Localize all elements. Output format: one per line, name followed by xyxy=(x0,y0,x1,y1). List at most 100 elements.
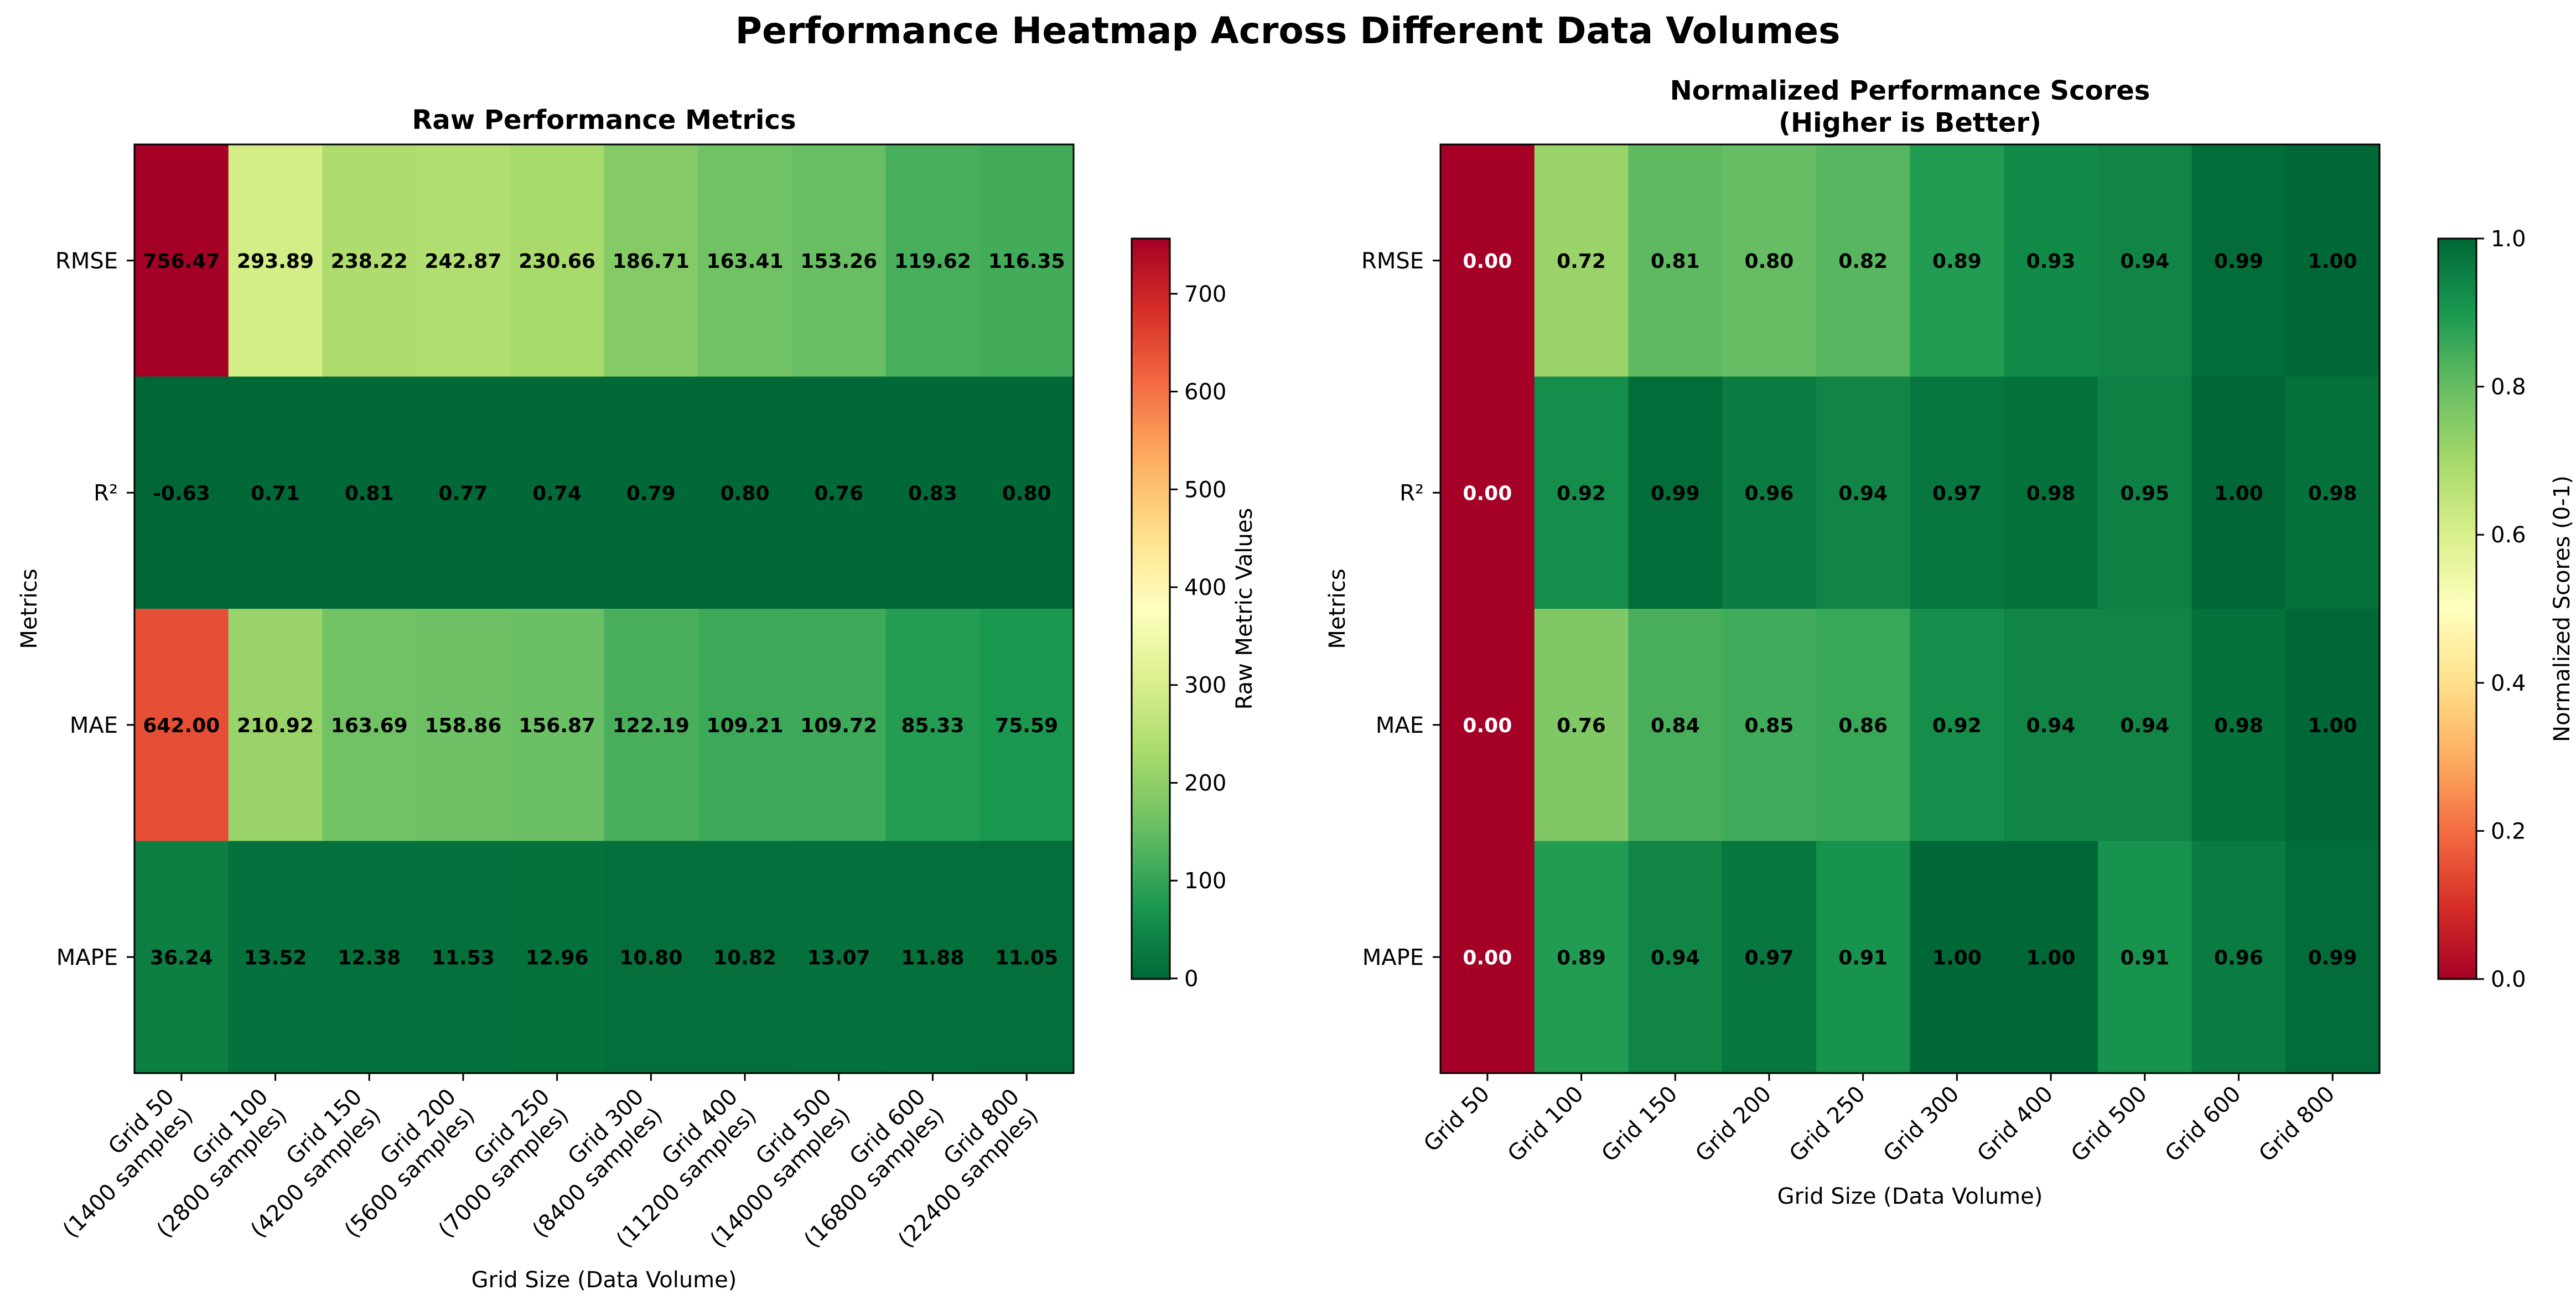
y-tick-label: MAE xyxy=(1376,713,1424,738)
heatmap-cell xyxy=(322,609,417,842)
heatmap-cell xyxy=(134,609,229,842)
normalized-scores-heatmap-panel: 0.00 0.72 0.81 0.80 0.82 0.89 0.93 0.94 0.99 1.00… xyxy=(1325,75,2575,1209)
heatmap-cell xyxy=(979,376,1074,609)
cell-value-label: 0.77 xyxy=(439,482,488,505)
cell-value-label: 0.72 xyxy=(1557,250,1606,273)
colorbar-tick-label: 400 xyxy=(1184,575,1226,600)
cell-value-label: 0.94 xyxy=(2120,714,2169,737)
cell-value-label: 109.21 xyxy=(707,714,784,737)
heatmap-cell xyxy=(979,841,1074,1074)
cell-value-label: 156.87 xyxy=(519,714,595,737)
heatmap-cell xyxy=(791,376,887,609)
colorbar-label: Raw Metric Values xyxy=(1232,508,1257,710)
colorbar-tick-label: 200 xyxy=(1184,770,1226,796)
cell-value-label: 13.52 xyxy=(244,946,307,969)
cell-value-label: 11.05 xyxy=(995,946,1058,969)
colorbar-gradient xyxy=(2438,239,2476,979)
heatmap-cell xyxy=(1534,144,1629,377)
heatmap-cell xyxy=(1440,144,1535,377)
heatmap-cell xyxy=(322,841,417,1074)
cell-value-label: 0.81 xyxy=(1651,250,1700,273)
heatmap-cell xyxy=(885,376,980,609)
colorbar-tick-label: 300 xyxy=(1184,673,1226,698)
heatmap-cell xyxy=(1534,841,1629,1074)
cell-value-label: 642.00 xyxy=(143,714,220,737)
heatmap-cell xyxy=(791,609,887,842)
heatmap-cell xyxy=(698,841,792,1074)
cell-value-label: 1.00 xyxy=(2214,482,2263,505)
x-tick-labels: Grid 50 Grid 100 Grid 150 Grid 200 Grid 250 G… xyxy=(1419,1073,2340,1167)
cell-value-label: 1.00 xyxy=(2026,946,2076,969)
cell-value-label: 0.95 xyxy=(2120,482,2169,505)
colorbar-tick-label: 1.0 xyxy=(2491,226,2526,252)
cell-value-label: 109.72 xyxy=(800,714,877,737)
heatmap-cell xyxy=(228,144,323,377)
cell-value-label: 0.81 xyxy=(345,482,394,505)
heatmap-cell xyxy=(2285,144,2380,377)
y-tick-labels: RMSE R² MAE MAPE xyxy=(1361,248,1440,970)
heatmap-cell xyxy=(2097,144,2193,377)
colorbar-gradient xyxy=(1132,239,1170,979)
cell-value-label: 13.07 xyxy=(807,946,870,969)
heatmap-cell xyxy=(134,376,229,609)
cell-value-label: 0.97 xyxy=(1932,482,1982,505)
colorbar: 0 100 200 300 400 500 600 700 Raw Metric Values xyxy=(1131,237,1257,992)
cell-value-label: 0.97 xyxy=(1745,946,1794,969)
heatmap-cell xyxy=(2004,841,2098,1074)
y-axis-label: Metrics xyxy=(1325,568,1350,649)
x-tick-label: Grid 100 xyxy=(1503,1081,1589,1167)
cell-value-label: 1.00 xyxy=(2308,714,2357,737)
heatmap-cell xyxy=(1910,376,2004,609)
colorbar-tick-label: 0.0 xyxy=(2491,967,2526,992)
y-tick-label: MAPE xyxy=(56,945,118,970)
heatmap-cell xyxy=(604,144,698,377)
colorbar-tick-label: 0 xyxy=(1184,966,1198,992)
x-tick-label: Grid 800 xyxy=(2254,1081,2340,1167)
colorbar-tick-label: 0.6 xyxy=(2491,522,2526,548)
heatmap-cell xyxy=(2191,376,2286,609)
colorbar: 0.0 0.2 0.4 0.6 0.8 1.0 Normalized Scores (0-1… xyxy=(2437,226,2575,992)
cell-value-labels: 756.47 293.89 238.22 242.87 230.66 186.71 163.… xyxy=(143,250,1065,970)
heatmap-cell xyxy=(510,841,605,1074)
cell-value-label: 0.94 xyxy=(2120,250,2169,273)
heatmap-cell xyxy=(885,144,980,377)
heatmap-cell xyxy=(2097,841,2193,1074)
cell-value-label: 0.76 xyxy=(1557,714,1606,737)
cell-value-label: 0.98 xyxy=(2214,714,2263,737)
cell-value-label: 163.41 xyxy=(707,250,784,273)
heatmap-cell xyxy=(1816,376,1911,609)
y-tick-label: MAE xyxy=(70,713,118,738)
y-tick-label: MAPE xyxy=(1362,945,1424,970)
heatmap-cell xyxy=(228,841,323,1074)
heatmap-cell xyxy=(2191,609,2286,842)
y-tick-labels: RMSE R² MAE MAPE xyxy=(55,248,134,970)
cell-value-label: 1.00 xyxy=(1932,946,1982,969)
heatmap-cell xyxy=(1440,841,1535,1074)
axes-title: Raw Performance Metrics xyxy=(412,105,796,136)
cell-value-label: 0.94 xyxy=(1838,482,1888,505)
heatmap-cell xyxy=(1440,609,1535,842)
heatmap-cell xyxy=(416,144,511,377)
heatmap-cell xyxy=(1628,376,1723,609)
heatmap-cell xyxy=(228,609,323,842)
cell-value-label: 0.00 xyxy=(1463,482,1512,505)
heatmap-cell xyxy=(416,376,511,609)
heatmap-cell xyxy=(1440,376,1535,609)
heatmap-cell xyxy=(604,841,698,1074)
x-tick-label: Grid 400 xyxy=(1972,1081,2058,1167)
y-tick-label: R² xyxy=(94,480,118,506)
heatmap-cell xyxy=(2285,376,2380,609)
heatmap-cell xyxy=(2285,609,2380,842)
colorbar-tick-label: 600 xyxy=(1184,380,1226,405)
heatmap-cells xyxy=(134,144,1074,1074)
heatmap-cell xyxy=(510,144,605,377)
heatmap-cell xyxy=(1910,609,2004,842)
colorbar-frame xyxy=(2437,237,2477,980)
colorbar-tick-label: 100 xyxy=(1184,868,1226,894)
raw-metrics-heatmap-panel: 756.47 293.89 238.22 242.87 230.66 186.71 163.… xyxy=(17,105,1257,1293)
axes-frame xyxy=(1439,143,2381,1074)
heatmap-cell xyxy=(698,144,792,377)
cell-value-label: 0.96 xyxy=(1745,482,1794,505)
heatmap-cell xyxy=(1722,841,1817,1074)
